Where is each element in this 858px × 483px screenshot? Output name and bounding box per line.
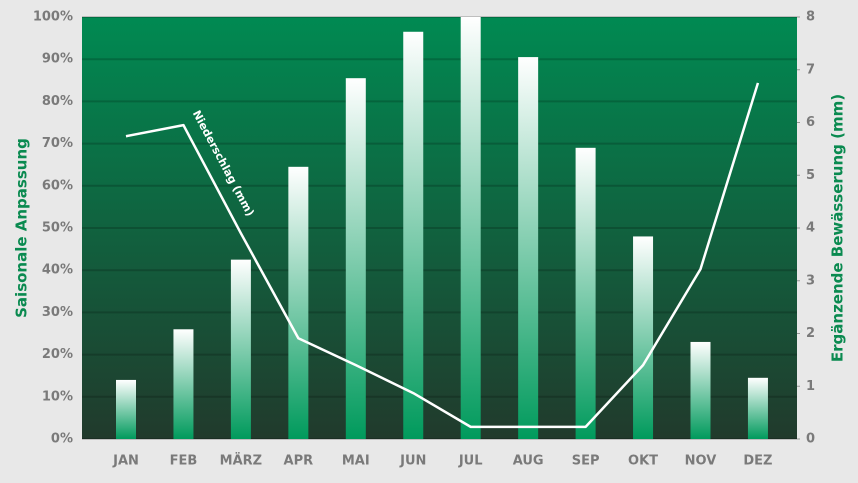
bar — [288, 166, 309, 439]
x-tick-label: SEP — [572, 454, 600, 469]
x-tick-label: APR — [284, 454, 314, 469]
plot-background — [82, 17, 797, 439]
y2-axis-title: Ergänzende Bewässerung (mm) — [829, 94, 847, 362]
y-tick-label: 30% — [42, 305, 73, 320]
y-tick-label: 60% — [42, 178, 73, 193]
x-tick-label: OKT — [628, 454, 658, 469]
x-tick-label: MAI — [342, 454, 370, 469]
x-tick-label: NOV — [685, 454, 717, 469]
line — [125, 82, 760, 429]
bar — [116, 379, 136, 439]
bar — [230, 259, 251, 439]
y2-tick-label: 8 — [806, 10, 815, 25]
y2-tick-label: 5 — [806, 168, 815, 183]
bar — [690, 341, 711, 439]
bar — [518, 57, 539, 440]
bar — [747, 377, 768, 439]
y-tick-label: 50% — [42, 221, 73, 236]
x-tick-label: JAN — [112, 454, 139, 469]
y-tick-label: 90% — [42, 52, 73, 67]
y2-tick-label: 1 — [806, 379, 815, 394]
bar — [345, 78, 366, 439]
y-axis-title: Saisonale Anpassung — [13, 138, 31, 318]
x-tick-label: AUG — [513, 454, 544, 469]
y-tick-label: 80% — [42, 94, 73, 109]
x-tick-label: DEZ — [743, 454, 772, 469]
y-tick-label: 100% — [33, 10, 73, 25]
y2-tick-label: 6 — [806, 115, 815, 130]
y-tick-label: 70% — [42, 136, 73, 151]
x-tick-label: MÄRZ — [220, 453, 262, 469]
bar — [403, 31, 424, 440]
bar — [173, 329, 194, 439]
x-tick-label: FEB — [170, 454, 198, 469]
y-tick-label: 0% — [51, 432, 73, 447]
y2-tick-label: 4 — [806, 221, 815, 236]
x-tick-label: JUL — [458, 454, 483, 469]
y2-tick-label: 7 — [806, 62, 815, 77]
bar — [575, 147, 596, 439]
y2-tick-label: 3 — [806, 273, 815, 288]
bar — [633, 236, 654, 439]
x-tick-label: JUN — [399, 454, 426, 469]
y-tick-label: 40% — [42, 263, 73, 278]
y-tick-label: 10% — [42, 389, 73, 404]
y-tick-label: 20% — [42, 347, 73, 362]
y2-tick-label: 2 — [806, 326, 815, 341]
bar — [460, 17, 481, 439]
y2-tick-label: 0 — [806, 432, 815, 447]
